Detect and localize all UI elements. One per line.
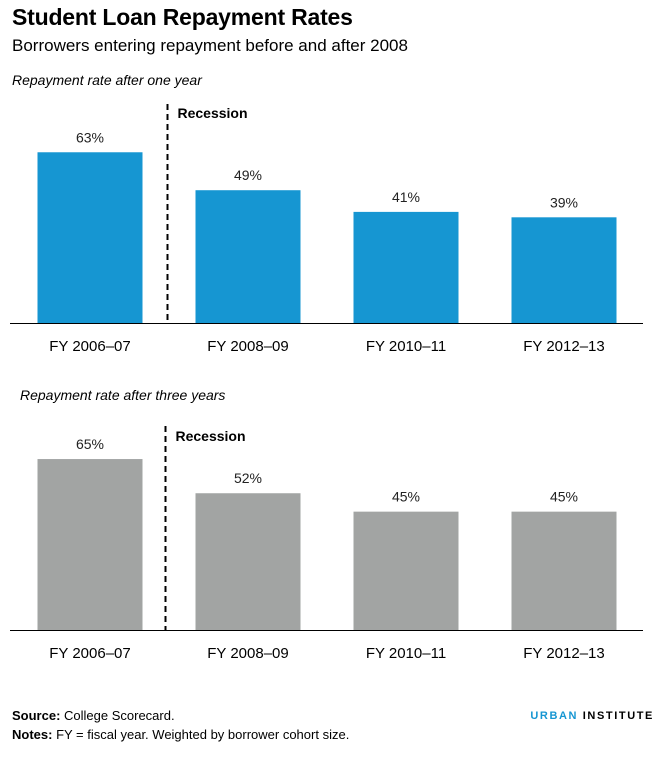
x-tick-label-1-2: FY 2008–09 xyxy=(207,338,288,355)
chart-subtitle: Borrowers entering repayment before and … xyxy=(12,36,408,55)
brand-part-urban: URBAN xyxy=(530,710,579,722)
data-label-1-3: 41% xyxy=(392,189,420,205)
data-label-1-1: 63% xyxy=(76,129,104,145)
charts-canvas: Repayment rate after one year 63% FY 2006–… xyxy=(10,72,643,662)
bar-2-1 xyxy=(37,459,143,630)
panel-title-1: Repayment rate after one year xyxy=(12,72,203,88)
bar-2-4 xyxy=(511,511,617,630)
source-label: Source: xyxy=(12,708,61,723)
data-label-2-2: 52% xyxy=(234,470,262,486)
recession-label-1: Recession xyxy=(178,105,248,121)
x-tick-label-1-4: FY 2012–13 xyxy=(523,338,604,355)
source-line: Source: College Scorecard. xyxy=(12,706,349,725)
bar-1-1 xyxy=(37,152,143,323)
data-label-2-3: 45% xyxy=(392,489,420,505)
bar-2-2 xyxy=(195,493,301,630)
x-tick-label-2-4: FY 2012–13 xyxy=(523,645,604,662)
data-label-1-2: 49% xyxy=(234,167,262,183)
x-tick-label-2-3: FY 2010–11 xyxy=(366,645,446,662)
bar-1-3 xyxy=(353,211,459,323)
notes-text: FY = fiscal year. Weighted by borrower c… xyxy=(52,727,350,742)
bar-1-4 xyxy=(511,217,617,323)
notes-line: Notes: FY = fiscal year. Weighted by bor… xyxy=(12,725,349,744)
notes-label: Notes: xyxy=(12,727,53,742)
data-label-2-4: 45% xyxy=(550,489,578,505)
x-tick-label-1-3: FY 2010–11 xyxy=(366,338,446,355)
chart-title: Student Loan Repayment Rates xyxy=(12,4,353,30)
bar-1-2 xyxy=(195,190,301,323)
x-tick-label-2-2: FY 2008–09 xyxy=(207,645,288,662)
panel-title-2: Repayment rate after three years xyxy=(20,387,225,403)
urban-institute-logo: URBAN INSTITUTE xyxy=(530,710,654,722)
bar-2-3 xyxy=(353,511,459,630)
x-tick-label-2-1: FY 2006–07 xyxy=(49,645,130,662)
brand-part-institute: INSTITUTE xyxy=(582,710,654,722)
footer: Source: College Scorecard. Notes: FY = f… xyxy=(12,706,349,744)
x-tick-label-1-1: FY 2006–07 xyxy=(49,338,130,355)
recession-label-2: Recession xyxy=(176,428,246,444)
data-label-2-1: 65% xyxy=(76,436,104,452)
data-label-1-4: 39% xyxy=(550,194,578,210)
source-text: College Scorecard. xyxy=(60,708,175,723)
